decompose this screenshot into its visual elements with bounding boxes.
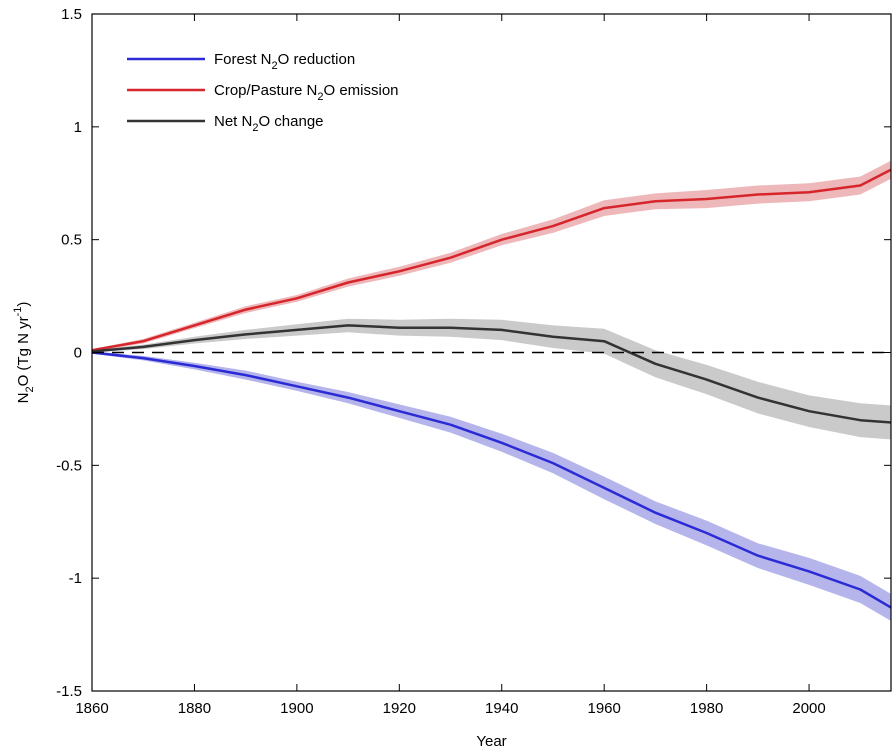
crop-pasture-uncertainty-band <box>92 160 891 352</box>
y-tick-label: 1.5 <box>61 6 82 23</box>
legend-item-crop-pasture: Crop/Pasture N2O emission <box>127 82 399 103</box>
x-tick-label: 1920 <box>383 700 416 717</box>
legend-label: Net N2O change <box>214 113 324 134</box>
legend-item-forest: Forest N2O reduction <box>127 51 355 72</box>
x-tick-label: 2000 <box>792 700 825 717</box>
legend: Forest N2O reduction Crop/Pasture N2O emi… <box>127 51 399 134</box>
legend-label: Crop/Pasture N2O emission <box>214 82 399 103</box>
y-tick-label: -1.5 <box>56 683 82 700</box>
forest-series-line <box>91 351 892 609</box>
y-tick-label: -1 <box>69 570 82 587</box>
y-tick-label: 0 <box>74 345 82 362</box>
net-uncertainty-band <box>92 318 891 440</box>
net-series-line <box>91 324 892 424</box>
x-tick-label: 1900 <box>280 700 313 717</box>
legend-item-net: Net N2O change <box>127 113 324 134</box>
x-tick-label: 1960 <box>587 700 620 717</box>
y-tick-label: 0.5 <box>61 232 82 249</box>
y-axis-label: N2O (Tg N yr-1) <box>12 302 36 404</box>
x-axis-ticks: 1860 1880 1900 1920 1940 1960 1980 2000 <box>75 14 826 717</box>
plot-area-frame <box>91 13 892 692</box>
x-tick-label: 1940 <box>485 700 518 717</box>
x-tick-label: 1880 <box>178 700 211 717</box>
uncertainty-bands <box>92 160 891 621</box>
x-axis-label: Year <box>476 733 506 750</box>
legend-label: Forest N2O reduction <box>214 51 355 72</box>
series-lines <box>91 168 892 609</box>
crop-pasture-series-line <box>91 168 892 352</box>
x-tick-label: 1980 <box>690 700 723 717</box>
y-tick-label: 1 <box>74 119 82 136</box>
x-tick-label: 1860 <box>75 700 108 717</box>
y-axis-ticks: -1.5 -1 -0.5 0 0.5 1 1.5 <box>56 6 891 700</box>
y-tick-label: -0.5 <box>56 457 82 474</box>
